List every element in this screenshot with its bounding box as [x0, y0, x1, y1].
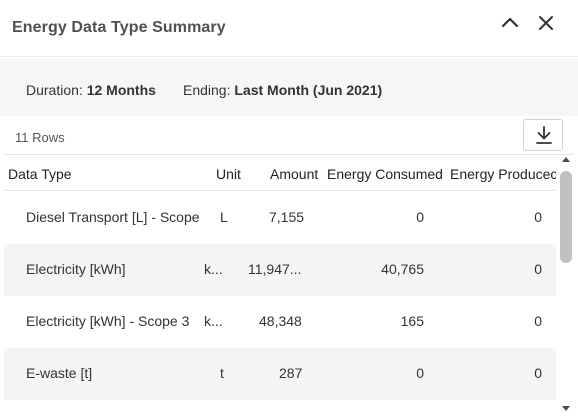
column-header-energy-produced[interactable]: Energy Producec: [450, 166, 556, 182]
cell-data-type: E-waste [t]: [26, 365, 93, 381]
cell-amount: 7,155: [269, 209, 305, 225]
ending-value: Last Month (Jun 2021): [234, 82, 383, 98]
cell-energy-consumed: 165: [400, 313, 424, 329]
ending-info: Ending: Last Month (Jun 2021): [183, 82, 382, 98]
column-header-energy-consumed[interactable]: Energy Consumed: [327, 166, 443, 182]
cell-energy-consumed: 0: [416, 209, 424, 225]
duration-value: 12 Months: [86, 82, 156, 98]
cell-data-type: Electricity [kWh] - Scope 3: [26, 313, 190, 329]
scroll-up-icon[interactable]: [562, 157, 570, 162]
table-header: Data Type Unit Amount Energy Consumed En…: [4, 155, 556, 191]
cell-data-type: Diesel Transport [L] - Scope: [26, 209, 200, 225]
row-count: 11 Rows: [15, 130, 65, 145]
close-icon[interactable]: [535, 12, 557, 34]
duration-label: Duration:: [26, 82, 83, 98]
cell-energy-produced: 0: [534, 313, 542, 329]
download-button[interactable]: [523, 119, 563, 151]
cell-data-type: Electricity [kWh]: [26, 261, 126, 277]
table-row[interactable]: Diesel Transport [L] - Scope L 7,155 0 0: [4, 192, 556, 244]
scroll-down-icon[interactable]: [562, 406, 570, 411]
cell-amount: 287: [279, 365, 303, 381]
cell-energy-produced: 0: [534, 261, 542, 277]
data-type-table: Data Type Unit Amount Energy Consumed En…: [4, 154, 574, 416]
download-icon: [536, 126, 552, 144]
ending-label: Ending:: [183, 82, 231, 98]
vertical-scrollbar[interactable]: [557, 155, 574, 416]
panel-title: Energy Data Type Summary: [12, 19, 226, 36]
panel-header: Energy Data Type Summary: [0, 0, 578, 57]
cell-unit: t: [220, 365, 224, 381]
cell-unit: L: [220, 209, 228, 225]
cell-unit: k...: [204, 313, 223, 329]
cell-energy-consumed: 40,765: [381, 261, 424, 277]
table-row[interactable]: E-waste [t] t 287 0 0: [4, 348, 556, 400]
cell-unit: k...: [204, 261, 223, 277]
cell-amount: 48,348: [259, 313, 302, 329]
duration-info: Duration: 12 Months: [26, 82, 156, 98]
chevron-up-icon[interactable]: [499, 12, 521, 34]
cell-energy-produced: 0: [534, 365, 542, 381]
scrollbar-thumb[interactable]: [560, 171, 572, 263]
column-header-amount[interactable]: Amount: [270, 166, 319, 182]
table-row[interactable]: Electricity [kWh] - Scope 3 k... 48,348 …: [4, 296, 556, 348]
cell-amount: 11,947...: [248, 261, 302, 277]
cell-energy-consumed: 0: [416, 365, 424, 381]
cell-energy-produced: 0: [534, 209, 542, 225]
column-header-data-type[interactable]: Data Type: [8, 166, 72, 182]
filter-summary-bar: Duration: 12 Months Ending: Last Month (…: [0, 58, 578, 116]
column-header-unit[interactable]: Unit: [216, 166, 241, 182]
table-row[interactable]: Electricity [kWh] k... 11,947... 40,765 …: [4, 244, 556, 296]
